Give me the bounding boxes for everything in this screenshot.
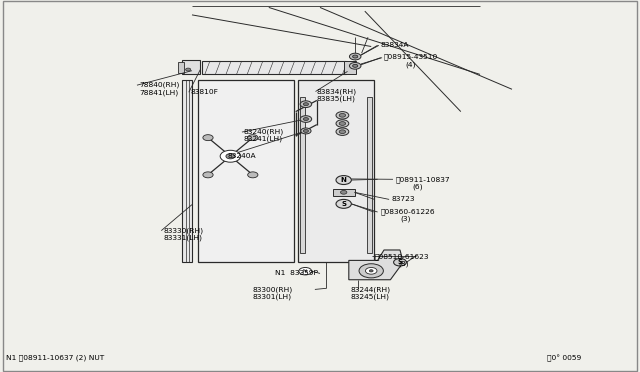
Bar [178, 62, 184, 73]
Circle shape [203, 135, 213, 141]
Text: N1  83359P: N1 83359P [275, 270, 318, 276]
Text: 83301(LH): 83301(LH) [253, 293, 292, 300]
Circle shape [303, 129, 308, 132]
Bar [298, 80, 374, 262]
Circle shape [300, 101, 312, 108]
Circle shape [300, 116, 312, 122]
Circle shape [359, 264, 383, 278]
Circle shape [394, 259, 406, 266]
Text: 83810F: 83810F [190, 89, 218, 95]
Text: 83244(RH): 83244(RH) [351, 286, 391, 293]
Text: ΃0° 0059: ΃0° 0059 [547, 354, 582, 362]
Text: 78841(LH): 78841(LH) [140, 89, 179, 96]
Circle shape [303, 118, 308, 121]
Text: 83834(RH): 83834(RH) [317, 88, 357, 95]
Bar [198, 80, 294, 262]
Circle shape [299, 267, 312, 275]
Bar [182, 80, 192, 262]
Text: 83331(LH): 83331(LH) [163, 234, 202, 241]
Circle shape [248, 135, 258, 141]
Circle shape [349, 62, 361, 69]
Polygon shape [349, 250, 403, 280]
Circle shape [336, 176, 351, 185]
Text: (8): (8) [398, 260, 409, 267]
Text: Ⓝ08360-61226: Ⓝ08360-61226 [380, 209, 435, 215]
Text: ⓖ08915-43510: ⓖ08915-43510 [384, 54, 438, 60]
Circle shape [301, 128, 311, 134]
Bar [202, 61, 346, 74]
Circle shape [336, 120, 349, 127]
Circle shape [186, 68, 191, 71]
Circle shape [365, 267, 377, 274]
Circle shape [339, 130, 346, 134]
Text: 78840(RH): 78840(RH) [140, 82, 180, 89]
Circle shape [336, 199, 351, 208]
Circle shape [248, 172, 258, 178]
Bar [182, 60, 200, 74]
Circle shape [349, 53, 361, 60]
Circle shape [336, 128, 349, 135]
Text: 83300(RH): 83300(RH) [253, 286, 293, 293]
Text: N₁: N₁ [302, 269, 308, 274]
Text: 83245(LH): 83245(LH) [351, 293, 390, 300]
Text: S: S [397, 259, 403, 265]
Circle shape [340, 190, 347, 194]
Text: (3): (3) [401, 216, 411, 222]
Text: 83240(RH): 83240(RH) [243, 129, 284, 135]
Text: ⓝ08911-10837: ⓝ08911-10837 [396, 176, 450, 183]
Bar [333, 189, 355, 196]
Text: 83723: 83723 [392, 196, 415, 202]
Text: 83241(LH): 83241(LH) [243, 136, 282, 142]
Text: (6): (6) [413, 183, 424, 190]
Bar [367, 97, 372, 253]
Text: 83330(RH): 83330(RH) [163, 227, 204, 234]
Circle shape [369, 270, 373, 272]
Bar [344, 61, 356, 74]
Text: N: N [340, 177, 347, 183]
Circle shape [339, 113, 346, 117]
Circle shape [220, 150, 241, 162]
Text: Ⓝ08510-61623: Ⓝ08510-61623 [375, 253, 429, 260]
Circle shape [336, 112, 349, 119]
Circle shape [203, 172, 213, 178]
Text: (4): (4) [405, 62, 415, 68]
Text: 83240A: 83240A [227, 153, 256, 159]
Circle shape [339, 122, 346, 125]
Circle shape [303, 103, 308, 106]
Bar [300, 97, 305, 253]
Text: N1 08911-10637 (2) NUT: N1 08911-10637 (2) NUT [6, 355, 105, 361]
Text: S: S [341, 201, 346, 207]
Text: 83834A: 83834A [381, 42, 410, 48]
Circle shape [353, 64, 358, 67]
Circle shape [353, 55, 358, 58]
Circle shape [226, 154, 235, 159]
Text: 83835(LH): 83835(LH) [317, 95, 356, 102]
